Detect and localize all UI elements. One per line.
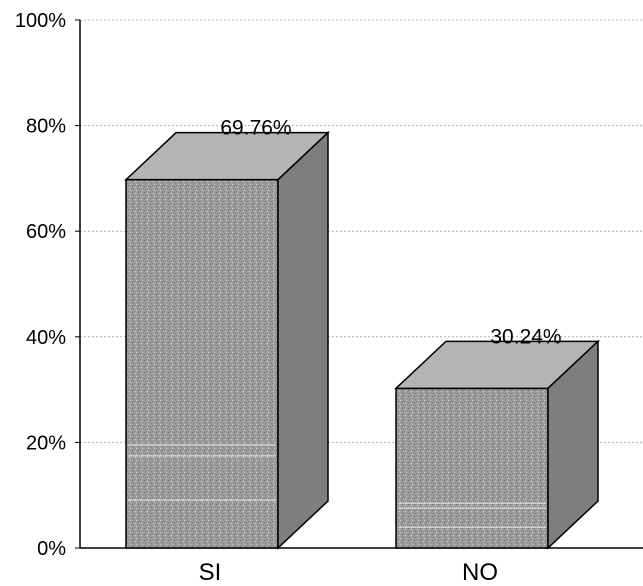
x-tick-label-si: SI [199, 559, 222, 586]
bar-front-face [125, 178, 279, 549]
bar-side-face [277, 130, 329, 550]
data-label-no: 30.24% [490, 325, 561, 348]
y-tick-label: 80% [26, 116, 66, 138]
bars [124, 130, 600, 550]
bar-front-face [395, 387, 549, 549]
labels: 0% 20% 40% 60% 80% 100% 69.76% SI 30.24% NO [15, 10, 562, 586]
y-tick-label: 20% [26, 432, 66, 454]
y-tick-label: 40% [26, 327, 66, 349]
y-tick-label: 60% [26, 221, 66, 243]
data-label-si: 69.76% [220, 117, 291, 140]
bar-no [394, 339, 600, 550]
x-tick-label-no: NO [462, 559, 498, 586]
y-tick-label: 100% [15, 10, 66, 32]
bar-si [124, 130, 330, 550]
bar-side-face [547, 339, 599, 550]
y-tick-label: 0% [37, 538, 66, 560]
